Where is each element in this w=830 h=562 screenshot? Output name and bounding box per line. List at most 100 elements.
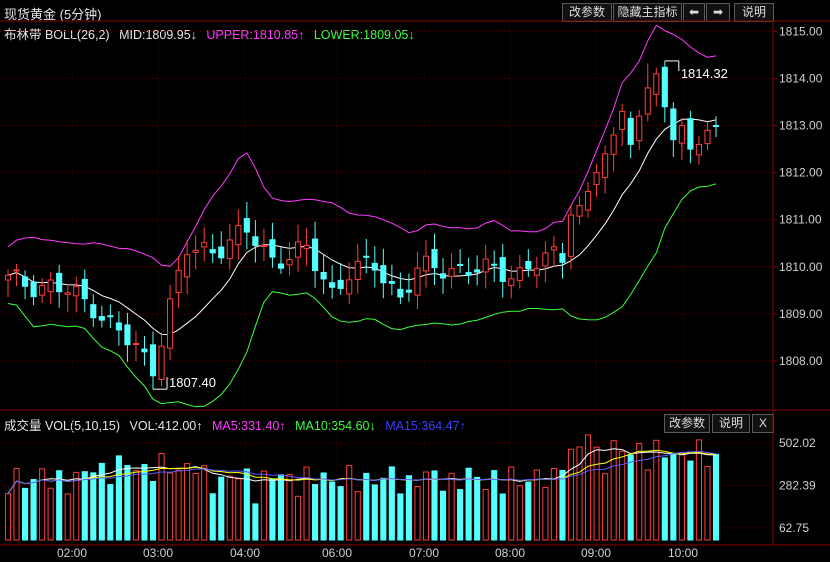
- volume-bar: [141, 463, 148, 541]
- volume-indicator-line: 成交量 VOL(5,10,15) VOL:412.00↑ MA5:331.40↑…: [4, 415, 472, 434]
- candle-body: [243, 218, 250, 233]
- candle: [320, 255, 327, 295]
- volume-bar: [405, 475, 412, 541]
- volume-bar: [13, 468, 20, 541]
- candle: [576, 195, 583, 225]
- candle: [132, 331, 140, 362]
- candle: [56, 264, 63, 308]
- candle-body: [636, 115, 643, 142]
- candle: [337, 262, 344, 295]
- candle-body: [439, 273, 447, 279]
- candle-body: [73, 285, 80, 297]
- candle: [98, 305, 105, 328]
- candle-body: [508, 278, 515, 286]
- volume-tick-label: 502.02: [779, 436, 816, 450]
- volume-bar: [550, 467, 557, 541]
- candle-body: [132, 343, 140, 346]
- volume-bar: [39, 468, 46, 541]
- candle-body: [533, 268, 540, 276]
- candle-body: [687, 118, 694, 150]
- price-tick-label: 1812.00: [779, 166, 823, 180]
- candle: [73, 276, 80, 313]
- volume-bar: [644, 469, 651, 541]
- candle-body: [584, 190, 592, 211]
- candle-body: [201, 242, 208, 248]
- volume-change-params-button[interactable]: 改参数: [664, 414, 710, 433]
- candle: [175, 255, 182, 308]
- volume-bar: [235, 478, 242, 541]
- candle: [448, 253, 455, 289]
- price-tick-label: 1809.00: [779, 307, 823, 321]
- volume-bar: [56, 470, 63, 541]
- candle-body: [98, 316, 105, 321]
- candle-body: [56, 272, 63, 293]
- candle: [312, 221, 319, 288]
- candle-body: [235, 225, 242, 246]
- candle: [167, 284, 174, 360]
- candle-body: [39, 285, 46, 296]
- volume-bar: [439, 490, 447, 541]
- volume-bar: [277, 474, 285, 541]
- volume-bar: [533, 469, 540, 541]
- candle-body: [397, 288, 404, 298]
- candle-body: [559, 253, 566, 263]
- vol-ma15: MA15:364.47↑: [385, 419, 466, 433]
- candle-body: [30, 281, 37, 298]
- time-label: 08:00: [495, 546, 525, 560]
- candle-body: [388, 281, 395, 284]
- candle: [508, 265, 515, 299]
- volume-bar: [30, 479, 37, 541]
- volume-bar: [491, 470, 498, 541]
- candle: [422, 240, 430, 288]
- price-tick-label: 1810.00: [779, 260, 823, 274]
- volume-bar: [47, 487, 54, 541]
- candle-body: [175, 269, 182, 294]
- volume-bar: [4, 493, 12, 541]
- volume-bar: [64, 493, 71, 541]
- volume-bar: [695, 439, 702, 541]
- time-label: 09:00: [581, 546, 611, 560]
- candle-body: [22, 276, 29, 287]
- candle: [269, 222, 276, 268]
- candle-body: [542, 252, 549, 267]
- candle: [533, 256, 540, 289]
- boll-mid-band: [7, 118, 717, 336]
- candle-body: [371, 262, 378, 271]
- volume-bar: [312, 484, 319, 541]
- candle: [602, 145, 609, 194]
- volume-bar: [329, 481, 336, 541]
- candle-body: [422, 255, 430, 272]
- candle-body: [141, 348, 148, 353]
- volume-tick-label: 62.75: [779, 521, 809, 535]
- volume-help-button[interactable]: 说明: [712, 414, 750, 433]
- candle: [388, 264, 395, 296]
- candle-body: [380, 265, 387, 284]
- candle: [141, 336, 148, 366]
- volume-bar: [90, 472, 97, 541]
- volume-bar: [115, 455, 122, 541]
- candle: [644, 63, 651, 122]
- candle-body: [294, 241, 302, 258]
- candle-body: [610, 134, 617, 155]
- volume-bar: [448, 472, 455, 541]
- candle-body: [226, 239, 233, 260]
- price-tick-label: 1811.00: [779, 213, 822, 227]
- volume-bar: [388, 466, 395, 541]
- candle-body: [499, 257, 506, 282]
- candle-body: [346, 279, 353, 295]
- candle-body: [167, 298, 174, 349]
- volume-bar: [98, 462, 105, 541]
- candle-body: [474, 269, 481, 273]
- candle: [107, 304, 114, 329]
- volume-bar: [294, 495, 302, 541]
- candle-body: [678, 125, 685, 144]
- candle: [712, 116, 720, 138]
- volume-bar: [22, 487, 29, 541]
- volume-bar: [542, 487, 549, 541]
- volume-bar: [158, 453, 165, 541]
- candle-body: [704, 129, 711, 145]
- candle-body: [4, 274, 12, 281]
- volume-close-button[interactable]: X: [752, 414, 774, 433]
- candle: [567, 204, 575, 270]
